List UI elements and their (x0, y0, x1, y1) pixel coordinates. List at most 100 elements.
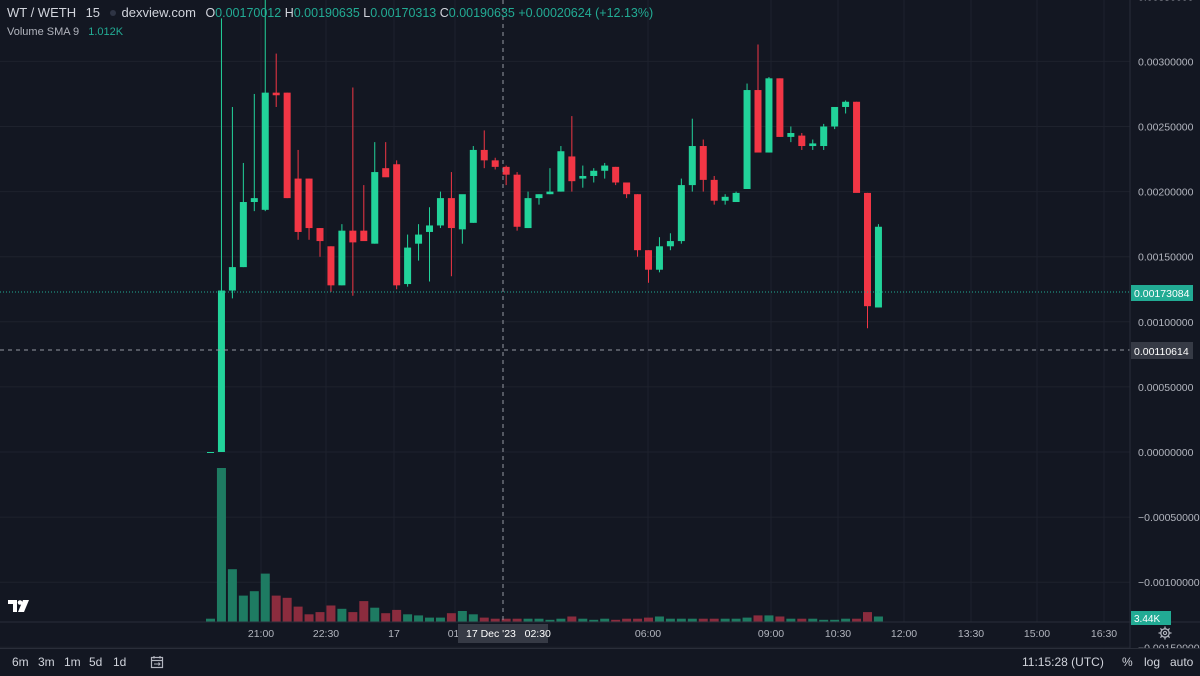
volume-bar (873, 616, 883, 622)
candle (382, 142, 390, 178)
symbol-name[interactable]: WT / WETH (7, 5, 77, 20)
candle (699, 139, 707, 192)
volume-bar (589, 619, 599, 622)
candle (874, 224, 882, 308)
auto-toggle[interactable]: auto (1170, 655, 1194, 669)
time-tick-label: 13:30 (958, 628, 984, 640)
candle (787, 126, 795, 143)
crosshair-price-label-bg (1131, 342, 1193, 359)
price-tick-label: 0.00150000 (1138, 252, 1194, 264)
candle (568, 116, 576, 192)
volume-bar (786, 618, 796, 622)
volume-bar (381, 613, 391, 622)
time-tick-label: 16:30 (1091, 628, 1117, 640)
percent-toggle[interactable]: % (1122, 655, 1133, 669)
price-tick-label: −0.00100000 (1138, 577, 1200, 589)
volume-bar (665, 618, 675, 622)
time-tick-label: 21:00 (248, 628, 274, 640)
range-6m-button[interactable]: 6m (12, 655, 29, 669)
close-value: 0.00190635 (448, 6, 515, 20)
candle (415, 224, 423, 261)
volume-bar (337, 608, 347, 622)
candle (447, 172, 455, 277)
volume-bar (435, 617, 445, 622)
volume-bar (654, 616, 664, 622)
range-5d-button[interactable]: 5d (89, 655, 103, 669)
price-tick-label: 0.00200000 (1138, 187, 1194, 199)
volume-bar (644, 617, 653, 622)
candle (524, 191, 532, 229)
candle (426, 207, 433, 282)
candle (809, 139, 817, 150)
time-tick-label: 17 (388, 628, 400, 640)
candle (480, 130, 488, 169)
interval[interactable]: 15 (85, 5, 101, 20)
price-tick-label: 0.00300000 (1138, 56, 1194, 68)
volume-bar (293, 606, 303, 622)
volume-bar (753, 615, 763, 622)
time-axis[interactable]: 21:00 22:30 17 01: 06:00 09:00 10:30 12:00 13:30… (248, 628, 1117, 640)
tradingview-logo-icon[interactable] (6, 595, 32, 617)
volume-bar (227, 569, 237, 622)
candle (655, 237, 663, 273)
candlestick-chart[interactable]: 0.004500000.004000000.003500000.00300000… (0, 0, 1200, 648)
volume-bar (567, 616, 577, 622)
candle (612, 166, 620, 186)
volume-bar (676, 618, 686, 622)
range-1m-button[interactable]: 1m (64, 655, 81, 669)
candle (239, 162, 247, 268)
log-toggle[interactable]: log (1144, 655, 1161, 669)
volume-bars (206, 468, 883, 622)
candle (732, 191, 740, 203)
candle (272, 53, 280, 107)
volume-bar (206, 618, 215, 622)
candle (404, 234, 412, 287)
volume-indicator-label[interactable]: Volume SMA 9 (7, 26, 80, 38)
volume-bar (852, 618, 862, 622)
clock[interactable]: 11:15:28 (UTC) (1022, 655, 1104, 669)
price-axis[interactable]: 0.004500000.004000000.003500000.00300000… (1138, 0, 1200, 648)
low-value: 0.00170313 (370, 6, 437, 20)
volume-bar (819, 619, 829, 622)
candle (623, 182, 631, 199)
volume-bar (764, 615, 774, 622)
volume-bar (556, 618, 566, 622)
candle (393, 160, 401, 290)
price-tick-label: −0.00150000 (1138, 642, 1200, 648)
crosshair-price-label: 0.00110614 (1134, 346, 1189, 358)
range-3m-button[interactable]: 3m (38, 655, 55, 669)
candle (776, 78, 784, 137)
last-price-label-bg (1131, 285, 1193, 301)
volume-label-bg (1131, 611, 1171, 625)
volume-bar (315, 612, 325, 622)
candle (721, 194, 729, 205)
candle (316, 228, 324, 257)
candle (513, 172, 521, 231)
range-1d-button[interactable]: 1d (113, 655, 127, 669)
candle (765, 77, 773, 153)
last-price-label: 0.00173084 (1134, 288, 1190, 300)
time-tick-label: 10:30 (825, 628, 851, 640)
volume-bar (512, 618, 522, 622)
time-tick-label: 15:00 (1024, 628, 1050, 640)
candle (677, 178, 685, 244)
open-value: 0.00170012 (215, 6, 282, 20)
price-tick-label: 0.00100000 (1138, 317, 1194, 329)
candle (590, 168, 598, 183)
volume-bar (446, 613, 456, 622)
volume-bar (216, 468, 226, 622)
gear-icon[interactable] (1158, 626, 1172, 640)
price-tick-label: −0.00050000 (1138, 512, 1200, 524)
volume-bar (633, 618, 643, 622)
candle (634, 194, 642, 257)
volume-bar (501, 618, 511, 622)
volume-bar (534, 618, 544, 622)
high-label: H (284, 6, 294, 20)
volume-bar (282, 597, 292, 622)
candle (349, 87, 357, 296)
volume-bar (523, 618, 533, 622)
candle (535, 194, 543, 205)
price-tick-label: 0.00050000 (1138, 382, 1194, 394)
volume-bar (611, 619, 621, 622)
calendar-range-icon[interactable] (150, 655, 164, 669)
